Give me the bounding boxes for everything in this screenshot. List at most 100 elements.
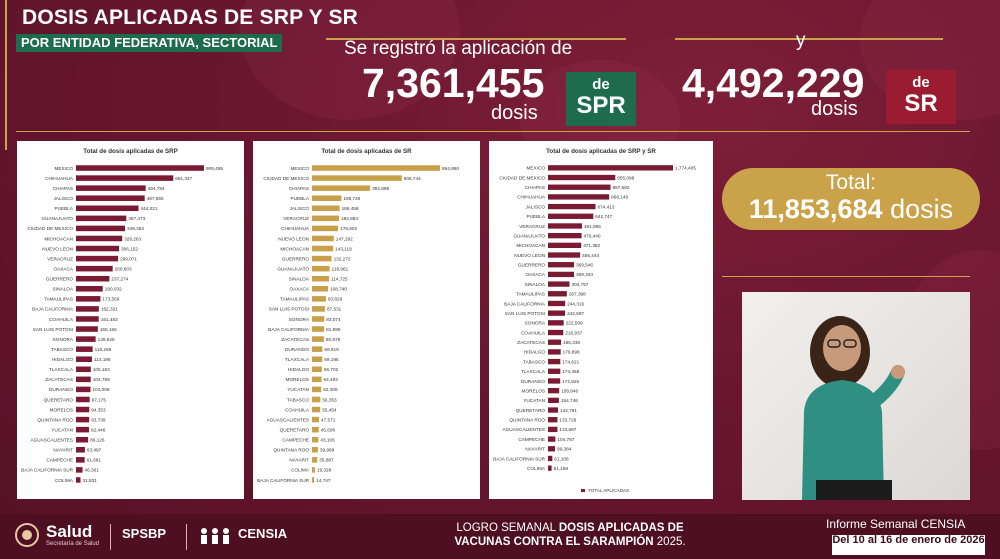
- bar: [548, 368, 561, 374]
- data-label: 267,398: [569, 292, 586, 297]
- bar: [548, 203, 596, 210]
- bar: [312, 346, 323, 352]
- data-label: 348,354: [127, 226, 144, 231]
- data-label: 154,746: [561, 398, 578, 403]
- data-label: 909,455: [206, 166, 223, 171]
- bar: [548, 252, 581, 258]
- category-label: YUCATAN: [287, 387, 309, 392]
- category-label: PUEBLA: [55, 206, 74, 211]
- bar: [312, 185, 371, 191]
- data-label: 103,008: [92, 387, 109, 392]
- bar: [76, 477, 81, 483]
- footer-caption: LOGRO SEMANAL DOSIS APLICADAS DE VACUNAS…: [425, 521, 715, 549]
- bar: [548, 407, 559, 413]
- category-label: JALISCO: [289, 206, 309, 211]
- category-label: HIDALGO: [288, 367, 309, 372]
- bar: [548, 397, 559, 404]
- legend-swatch: [581, 489, 585, 492]
- total-chart: Total de dosis aplicadas de SRP y SR MEXI…: [493, 148, 696, 493]
- category-label: BAJA CALIFORNIA SUR: [257, 478, 309, 483]
- category-label: BAJA CALIFORNIA: [32, 307, 74, 312]
- data-label: 198,726: [343, 196, 360, 201]
- bar: [312, 467, 315, 473]
- data-label: 182,884: [341, 216, 358, 221]
- category-label: DURANGO: [285, 347, 309, 352]
- category-label: QUERETARO: [516, 408, 546, 413]
- data-label: 328,263: [124, 236, 141, 241]
- category-label: TLAXCALA: [285, 357, 310, 362]
- data-label: 61,108: [554, 456, 569, 461]
- data-label: 105,163: [93, 367, 110, 372]
- data-label: 104,787: [557, 437, 574, 442]
- data-label: 887,682: [613, 185, 630, 190]
- bar: [548, 349, 561, 355]
- bar: [312, 225, 339, 232]
- data-label: 190,032: [105, 287, 122, 292]
- bar: [548, 262, 575, 268]
- data-label: 185,338: [563, 340, 580, 345]
- data-label: 481,955: [584, 224, 601, 229]
- bar: [548, 300, 566, 307]
- category-label: QUINTANA ROO: [273, 448, 309, 453]
- data-label: 606,744: [404, 176, 421, 181]
- category-label: COAHUILA: [49, 317, 74, 322]
- data-label: 172,925: [562, 379, 579, 384]
- srp-badge: de SPR: [566, 72, 636, 126]
- data-label: 19,328: [317, 468, 332, 473]
- bar: [548, 339, 562, 345]
- data-label: 97,175: [92, 397, 107, 402]
- bar: [76, 286, 103, 292]
- data-label: 955,098: [617, 175, 634, 180]
- bar: [312, 326, 325, 332]
- bar: [76, 416, 90, 423]
- data-label: 147,292: [336, 236, 353, 241]
- footer-caption-1b: DOSIS APLICADAS DE: [558, 522, 684, 534]
- category-label: TABASCO: [287, 397, 309, 402]
- bar: [76, 346, 93, 352]
- bar: [76, 245, 120, 252]
- bar: [312, 165, 440, 171]
- data-label: 139,525: [98, 337, 115, 342]
- report-dates: Del 10 al 16 de enero de 2026: [832, 535, 985, 555]
- data-label: 118,961: [332, 266, 349, 271]
- data-label: 642,747: [595, 214, 612, 219]
- sr-chart-panel: Total de dosis aplicadas de SR MEXICO 864,…: [253, 141, 480, 499]
- bar: [548, 184, 611, 190]
- category-label: COAHUILA: [285, 407, 310, 412]
- category-label: CAMPECHE: [282, 438, 309, 443]
- category-label: MEXICO: [55, 166, 74, 171]
- category-label: TABASCO: [51, 347, 73, 352]
- bar: [548, 310, 566, 316]
- category-label: ZACATECAS: [281, 337, 309, 342]
- page-subtitle: POR ENTIDAD FEDERATIVA, SECTORIAL: [16, 34, 283, 52]
- category-label: COLIMA: [527, 466, 546, 471]
- grand-total-unit: dosis: [890, 194, 954, 224]
- grand-total-pill: Total: 11,853,684 dosis: [722, 168, 980, 230]
- bar: [312, 306, 325, 312]
- bar: [548, 320, 564, 326]
- bar: [312, 457, 318, 463]
- data-label: 242,697: [567, 311, 584, 316]
- category-label: BAJA CALIFORNIA SUR: [21, 468, 73, 473]
- bar: [312, 477, 315, 483]
- data-label: 56,353: [322, 397, 337, 402]
- sr-chart: Total de dosis aplicadas de SR MEXICO 864,…: [257, 148, 459, 483]
- footer-separator: [186, 524, 187, 550]
- top-divider-left: [326, 38, 626, 40]
- data-label: 176,802: [340, 226, 357, 231]
- data-label: 186,458: [342, 206, 359, 211]
- data-label: 179,898: [563, 350, 580, 355]
- data-label: 35,887: [319, 458, 334, 463]
- bar: [312, 316, 325, 322]
- chart-title: Total de dosis aplicadas de SRP y SR: [546, 148, 656, 155]
- category-label: COAHUILA: [521, 330, 546, 335]
- spsbp-logo-text: SPSBP: [122, 526, 167, 541]
- bar: [76, 426, 90, 433]
- category-label: COLIMA: [291, 468, 310, 473]
- category-label: CIUDAD DE MEXICO: [263, 176, 309, 181]
- bar: [548, 436, 556, 442]
- data-label: 1,774,405: [675, 166, 696, 171]
- category-label: CHIAPAS: [53, 186, 73, 191]
- bar: [312, 275, 329, 282]
- category-label: SINALOA: [525, 282, 546, 287]
